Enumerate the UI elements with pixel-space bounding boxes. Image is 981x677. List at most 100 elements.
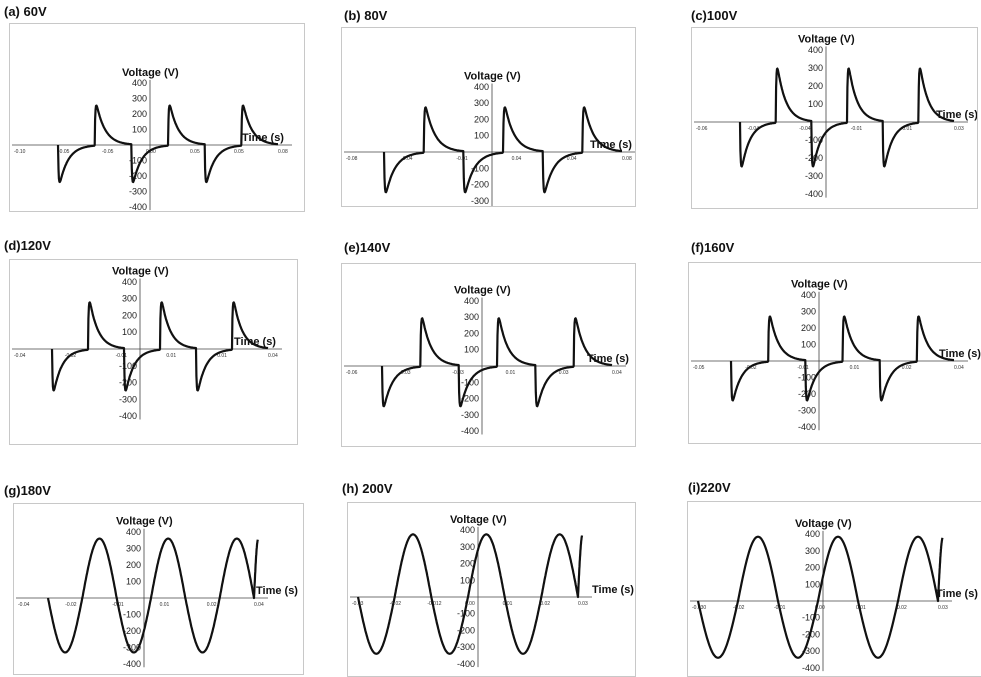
chart-panel-i: Voltage (V) Time (s) 400 300 200 100 -100 -200-… bbox=[687, 501, 981, 677]
x-tick-label: -0.06 bbox=[696, 126, 708, 132]
voltage-series-line bbox=[380, 317, 613, 408]
y-tick-label: -100 bbox=[119, 361, 137, 371]
panel-label-f: (f)160V bbox=[691, 240, 735, 255]
y-tick-label: -300 bbox=[461, 410, 479, 420]
y-tick-label: -300 bbox=[471, 196, 489, 206]
x-tick-label: -0.04 bbox=[14, 353, 26, 359]
y-tick-label: 400 bbox=[801, 290, 816, 300]
y-tick-label: -100 bbox=[798, 373, 816, 383]
x-axis-label: Time (s) bbox=[936, 588, 978, 600]
y-axis-label: Voltage (V) bbox=[791, 279, 848, 291]
chart-panel-e: Voltage (V) Time (s) 400 300 200 100 -100 -200-… bbox=[341, 263, 636, 447]
x-tick-label: 0.04 bbox=[268, 353, 278, 359]
chart-panel-d: Voltage (V) Time (s) 400 300 200 100 -100 -200-… bbox=[9, 259, 298, 445]
x-tick-label: 0.03 bbox=[578, 601, 588, 607]
y-tick-label: 300 bbox=[805, 546, 820, 556]
chart-svg-d: Voltage (V)Time (s)400300200100-100-200-… bbox=[12, 265, 282, 421]
x-tick-label: -0.02 bbox=[65, 602, 77, 608]
x-tick-label: 0.04 bbox=[567, 156, 577, 162]
x-tick-label: 0.01 bbox=[160, 602, 170, 608]
x-axis-label: Time (s) bbox=[936, 109, 977, 121]
y-tick-label: 300 bbox=[122, 294, 137, 304]
x-tick-label: 0.08 bbox=[622, 156, 632, 162]
y-tick-label: 200 bbox=[126, 560, 141, 570]
y-tick-label: 200 bbox=[801, 323, 816, 333]
chart-svg-b: Voltage (V) Time (s) 400 300 200 100 -100 -200 -… bbox=[344, 71, 635, 206]
x-tick-label: 0.02 bbox=[897, 605, 907, 611]
y-tick-label: 100 bbox=[801, 340, 816, 350]
y-axis-label: Voltage (V) bbox=[464, 71, 521, 83]
y-tick-label: 400 bbox=[805, 529, 820, 539]
y-tick-label: -400 bbox=[805, 189, 823, 199]
voltage-series-line bbox=[356, 533, 584, 655]
y-tick-label: 100 bbox=[805, 579, 820, 589]
x-axis-label: Time (s) bbox=[590, 139, 632, 151]
x-tick-label: 0.00 bbox=[815, 605, 825, 611]
y-tick-label: -300 bbox=[123, 643, 141, 653]
x-tick-label: 0.00 bbox=[465, 601, 475, 607]
y-tick-label: 300 bbox=[474, 98, 489, 108]
chart-svg-g: Voltage (V) Time (s) 400 300 200 100 -100 -200 -… bbox=[16, 516, 298, 669]
y-tick-label: -400 bbox=[461, 426, 479, 436]
y-tick-label: -200 bbox=[461, 394, 479, 404]
voltage-series-line bbox=[46, 537, 259, 654]
x-tick-label: -0.02 bbox=[745, 365, 757, 371]
x-tick-label: -0.05 bbox=[693, 365, 705, 371]
y-tick-label: 100 bbox=[464, 345, 479, 355]
x-tick-label: -0.03 bbox=[399, 370, 411, 376]
y-tick-label: 300 bbox=[126, 544, 141, 554]
x-axis-label: Time (s) bbox=[939, 348, 981, 360]
y-tick-label: -400 bbox=[129, 202, 147, 211]
y-tick-label: 400 bbox=[126, 527, 141, 537]
x-tick-label: 0.03 bbox=[938, 605, 948, 611]
y-tick-label: -400 bbox=[119, 411, 137, 421]
chart-svg-c: Voltage (V) Time (s) 400 300 200 100 -100 -200 -… bbox=[694, 33, 977, 199]
y-tick-label: 100 bbox=[122, 327, 137, 337]
y-tick-label: -200 bbox=[457, 625, 475, 635]
y-tick-label: 400 bbox=[460, 525, 475, 535]
chart-panel-a: Voltage (V) Time (s) 400 300 200 100 -100 -200 -… bbox=[9, 23, 305, 212]
y-tick-label: -400 bbox=[123, 659, 141, 669]
x-tick-label: 0.01 bbox=[856, 605, 866, 611]
x-tick-label: -0.10 bbox=[14, 149, 26, 155]
y-axis-label: Voltage (V) bbox=[795, 518, 852, 530]
chart-svg-i: Voltage (V)Time (s)400300200100-100-200-… bbox=[690, 518, 978, 673]
y-tick-label: 300 bbox=[460, 542, 475, 552]
y-tick-label: 200 bbox=[808, 81, 823, 91]
x-tick-label: -0.08 bbox=[346, 156, 358, 162]
panel-label-g: (g)180V bbox=[4, 483, 51, 498]
x-tick-label: -0.01 bbox=[797, 365, 809, 371]
voltage-series-line bbox=[50, 301, 269, 392]
x-tick-label: -0.04 bbox=[18, 602, 30, 608]
y-tick-label: -100 bbox=[802, 613, 820, 623]
panel-label-h: (h) 200V bbox=[342, 481, 393, 496]
x-tick-label: 0.01 bbox=[506, 370, 516, 376]
x-tick-label: 0.01 bbox=[217, 353, 227, 359]
x-tick-label: 0.02 bbox=[540, 601, 550, 607]
chart-panel-f: Voltage (V) Time (s) 400 300 200 100 -100 -200-… bbox=[688, 262, 981, 444]
y-tick-label: 300 bbox=[808, 63, 823, 73]
voltage-series-line bbox=[696, 535, 944, 659]
x-tick-label: 0.08 bbox=[278, 149, 288, 155]
x-tick-label: -0.06 bbox=[346, 370, 358, 376]
y-tick-label: -400 bbox=[457, 659, 475, 669]
y-tick-label: 200 bbox=[805, 563, 820, 573]
x-tick-label: -0.02 bbox=[733, 605, 745, 611]
x-tick-label: 0.01 bbox=[850, 365, 860, 371]
y-tick-label: 400 bbox=[132, 78, 147, 88]
panel-label-b: (b) 80V bbox=[344, 8, 388, 23]
x-axis-label: Time (s) bbox=[242, 132, 284, 144]
y-tick-label: 300 bbox=[132, 94, 147, 104]
y-tick-label: 100 bbox=[126, 577, 141, 587]
x-tick-label: 0.05 bbox=[234, 149, 244, 155]
y-axis-label: Voltage (V) bbox=[454, 285, 511, 297]
x-tick-label: 0.01 bbox=[503, 601, 513, 607]
panel-label-e: (e)140V bbox=[344, 240, 391, 255]
y-tick-label: -400 bbox=[798, 422, 816, 432]
y-tick-label: 400 bbox=[808, 45, 823, 55]
x-tick-label: -0.01 bbox=[851, 126, 863, 132]
y-tick-label: -300 bbox=[805, 171, 823, 181]
y-tick-label: -100 bbox=[471, 163, 489, 173]
chart-panel-h: Voltage (V) Time (s) 400 300 200 100 -100 -200 -… bbox=[347, 502, 636, 677]
x-tick-label: 0.01 bbox=[902, 126, 912, 132]
